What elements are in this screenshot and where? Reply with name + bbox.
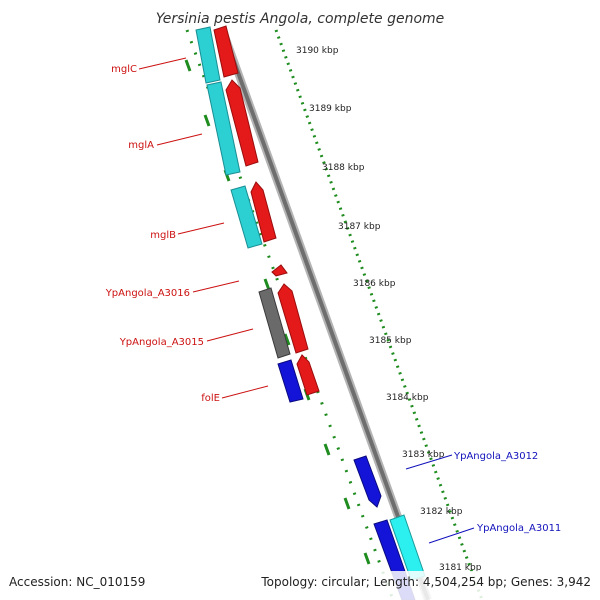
gene-YpAngola_A3015-red[interactable] (277, 283, 309, 354)
genome-backbone (218, 26, 432, 600)
leader-line-mglB (177, 222, 225, 235)
gene-mglB-red[interactable] (250, 181, 277, 243)
gene-mglC-red[interactable] (213, 25, 239, 78)
gene-label-YpAngola_A3015[interactable]: YpAngola_A3015 (119, 337, 204, 348)
gene-features (195, 25, 426, 600)
footer-background (0, 571, 600, 600)
leader-line-mglC (138, 57, 187, 70)
inner-ruler-line (185, 29, 395, 600)
left-gene-labels: mglC mglA mglB YpAngola_A3016 YpAngola_A… (105, 57, 269, 404)
gene-folE-red[interactable] (296, 354, 320, 396)
map-title: Yersinia pestis Angola, complete genome (156, 11, 445, 27)
gene-label-mglA[interactable]: mglA (128, 140, 154, 151)
scale-tick-label: 3189 kbp (309, 104, 352, 114)
gene-label-YpAngola_A3012[interactable]: YpAngola_A3012 (453, 451, 538, 462)
scale-tick-label: 3188 kbp (322, 163, 365, 173)
gene-label-YpAngola_A3016[interactable]: YpAngola_A3016 (105, 288, 190, 299)
genome-summary-text: Topology: circular; Length: 4,504,254 bp… (260, 575, 591, 589)
scale-tick-label: 3181 kbp (439, 563, 482, 573)
gene-label-YpAngola_A3011[interactable]: YpAngola_A3011 (476, 523, 561, 534)
leader-line-YpAngola_A3016 (192, 280, 240, 293)
right-gene-labels: YpAngola_A3012 YpAngola_A3011 (405, 451, 561, 544)
leader-line-folE (221, 385, 269, 399)
scale-tick-label: 3184 kbp (386, 393, 429, 403)
scale-tick-label: 3182 kbp (420, 507, 463, 517)
gene-label-mglB[interactable]: mglB (150, 230, 176, 241)
leader-line-mglA (156, 133, 203, 146)
gene-YpAngola_A3012[interactable] (353, 455, 382, 508)
scale-tick-label: 3185 kbp (369, 336, 412, 346)
gene-YpAngola_A3016[interactable] (271, 264, 288, 277)
scale-tick-label: 3186 kbp (353, 279, 396, 289)
gene-label-mglC[interactable]: mglC (111, 64, 137, 75)
scale-ticks: 3190 kbp 3189 kbp 3188 kbp 3187 kbp 3186… (296, 46, 482, 573)
scale-tick-label: 3190 kbp (296, 46, 339, 56)
gene-mglA-red[interactable] (225, 79, 259, 167)
scale-tick-label: 3187 kbp (338, 222, 381, 232)
gene-mglB-cyan[interactable] (230, 185, 263, 249)
leader-line-YpAngola_A3011 (428, 527, 475, 544)
gene-mglC-cyan[interactable] (195, 26, 221, 84)
scale-tick-label: 3183 kbp (402, 450, 445, 460)
gene-mglA-cyan[interactable] (206, 81, 241, 176)
leader-line-YpAngola_A3015 (206, 328, 254, 342)
accession-text: Accession: NC_010159 (9, 575, 145, 589)
outer-ruler-line (274, 29, 484, 600)
gene-YpAngola_A3015-gray[interactable] (258, 287, 291, 359)
gene-folE-blue[interactable] (277, 359, 304, 403)
gene-label-folE[interactable]: folE (201, 393, 220, 404)
leader-line-YpAngola_A3012 (405, 454, 453, 470)
